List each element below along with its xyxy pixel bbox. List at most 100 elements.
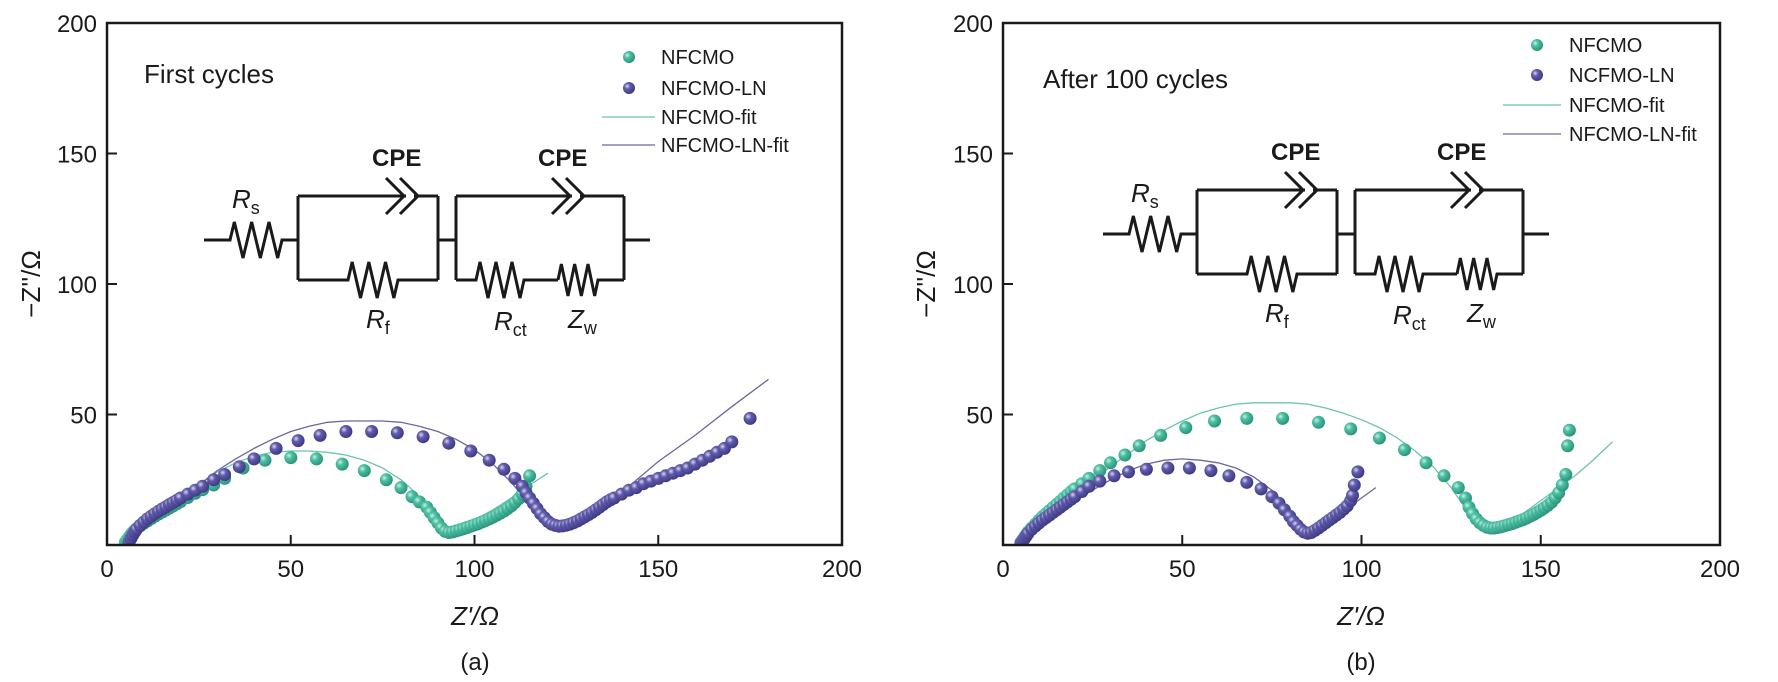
panel-b-caption: (b) <box>1346 649 1375 676</box>
panel-a: 0 50 100 150 200 50 100 150 200 First cy… <box>16 11 862 676</box>
panel-a-fit-line-nfcmo-ln-fit <box>128 378 769 545</box>
label-rf: Rf <box>1265 298 1290 332</box>
cpe-2-icon <box>550 176 587 216</box>
panel-b-xtick-50: 50 <box>1169 556 1196 583</box>
cpe-2-icon <box>1449 170 1486 210</box>
panel-a-xtick-0: 0 <box>100 556 113 583</box>
panel-a-ytick-200: 200 <box>57 11 97 38</box>
label-cpe-1: CPE <box>1271 139 1320 166</box>
data-point <box>1139 462 1153 476</box>
legend-marker-ncfmo-ln <box>1531 69 1543 81</box>
panel-a-ytick-100: 100 <box>57 272 97 299</box>
panel-b: 0 50 100 150 200 50 100 150 200 After 10… <box>911 11 1740 676</box>
data-point <box>313 428 327 442</box>
resistor-rs-icon <box>1103 215 1197 253</box>
legend-marker-nfcmo-ln <box>623 82 635 94</box>
data-point <box>416 430 430 444</box>
panel-a-legend: NFCMO NFCMO-LN NFCMO-fit NFCMO-LN-fit <box>602 47 789 157</box>
data-point <box>1204 464 1218 478</box>
data-point <box>1122 465 1135 479</box>
data-point <box>1344 422 1358 436</box>
panel-a-xtick-50: 50 <box>277 556 304 583</box>
data-point <box>1346 488 1359 502</box>
data-point <box>196 479 210 493</box>
data-point <box>1419 456 1433 470</box>
data-point <box>1437 469 1451 483</box>
data-point <box>1254 482 1268 496</box>
data-point <box>218 468 232 481</box>
cpe-1-icon <box>1283 170 1320 210</box>
data-point <box>1179 421 1193 435</box>
panel-a-ytick-50: 50 <box>70 403 97 430</box>
data-point <box>1161 461 1175 475</box>
label-rs: Rs <box>1131 178 1159 212</box>
data-point <box>247 452 261 466</box>
legend-label-nfcmo-ln: NFCMO-LN <box>661 78 767 100</box>
label-rct: Rct <box>494 306 527 340</box>
label-rs: Rs <box>232 184 260 218</box>
label-zw: Zw <box>1466 298 1497 332</box>
data-point <box>365 425 379 438</box>
data-point <box>743 411 757 425</box>
legend-label-nfcmo-fit: NFCMO-fit <box>1569 95 1665 117</box>
data-point <box>1276 411 1290 425</box>
data-point <box>390 426 404 440</box>
panel-a-title: First cycles <box>144 59 274 89</box>
data-point <box>394 481 408 495</box>
warburg-zw-icon <box>556 263 624 297</box>
panel-b-ytick-50: 50 <box>966 403 993 430</box>
data-point <box>1104 456 1117 470</box>
data-point <box>1208 414 1221 428</box>
cpe-1-icon <box>384 176 421 216</box>
data-point <box>1312 415 1325 429</box>
label-cpe-2: CPE <box>1437 139 1486 166</box>
legend-label-nfcmo: NFCMO <box>661 47 734 69</box>
data-point <box>232 460 246 474</box>
legend-label-nfcmo: NFCMO <box>1569 35 1642 57</box>
data-point <box>464 444 478 458</box>
legend-label-nfcmo-ln-fit: NFCMO-LN-fit <box>1569 124 1697 146</box>
label-rct: Rct <box>1393 300 1426 334</box>
data-point <box>725 435 739 449</box>
panel-b-title: After 100 cycles <box>1043 64 1228 94</box>
data-point <box>1093 464 1107 478</box>
legend-marker-nfcmo <box>1531 39 1543 51</box>
data-point <box>357 464 371 478</box>
data-point <box>1240 475 1254 489</box>
data-point <box>291 434 305 448</box>
data-point <box>339 425 353 438</box>
panel-b-xtick-0: 0 <box>996 556 1009 583</box>
legend-label-nfcmo-ln-fit: NFCMO-LN-fit <box>661 135 789 157</box>
data-point <box>1132 439 1146 453</box>
legend-label-ncfmo-ln: NCFMO-LN <box>1569 65 1675 87</box>
data-point <box>335 457 349 471</box>
panel-b-legend: NFCMO NCFMO-LN NFCMO-fit NFCMO-LN-fit <box>1503 35 1697 146</box>
data-point <box>1562 423 1576 437</box>
label-cpe-2: CPE <box>538 145 587 172</box>
data-point <box>1240 411 1254 425</box>
legend-marker-nfcmo <box>623 51 635 63</box>
data-point <box>1559 468 1573 481</box>
panel-a-points-nfcmo-ln <box>122 411 757 545</box>
data-point <box>1561 439 1575 453</box>
data-point <box>1093 474 1107 488</box>
data-point <box>1398 443 1411 457</box>
panel-b-xtick-100: 100 <box>1341 556 1381 583</box>
panel-b-xtick-150: 150 <box>1521 556 1561 583</box>
data-point <box>1451 481 1465 495</box>
data-point <box>284 451 298 465</box>
data-point <box>497 462 511 476</box>
label-rf: Rf <box>366 304 391 338</box>
data-point <box>1555 478 1569 492</box>
resistor-rf-icon <box>298 261 438 299</box>
resistor-rct-icon <box>456 261 558 299</box>
legend-label-nfcmo-fit: NFCMO-fit <box>661 107 757 129</box>
data-point <box>1082 479 1096 493</box>
panel-b-ticks <box>1003 152 1542 545</box>
panel-a-caption: (a) <box>460 649 489 676</box>
data-point <box>1351 465 1365 479</box>
data-point <box>379 473 393 487</box>
panel-b-y-axis-label: −Z''/Ω <box>911 250 941 318</box>
data-point <box>1222 469 1236 483</box>
